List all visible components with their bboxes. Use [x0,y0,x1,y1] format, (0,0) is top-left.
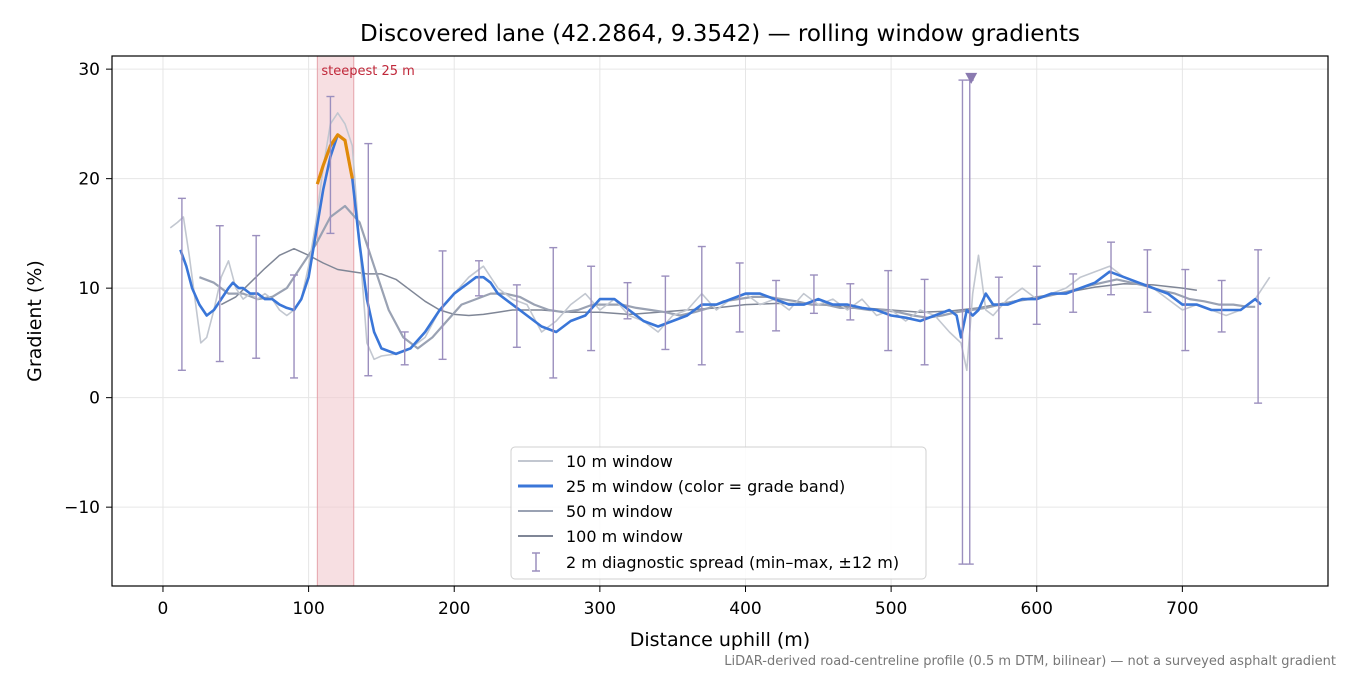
footnote: LiDAR-derived road-centreline profile (0… [724,654,1336,669]
legend-frame [510,446,927,580]
legend-label-100m: 100 m window [566,527,683,546]
spread-bar-7 [438,250,447,361]
spread-bar-25 [1069,273,1078,313]
chart-title: Discovered lane (42.2864, 9.3542) — roll… [360,21,1080,47]
spread-bar-5 [364,142,373,377]
spread-bar-1 [215,225,224,363]
grid-lines [112,56,1328,586]
plot-frame [111,55,1329,587]
y-tick-label-2: 10 [78,279,100,299]
spread-bar-23 [994,276,1003,340]
spread-bar-29 [1217,279,1226,333]
spread-bar-6 [400,331,409,366]
x-tick-label-3: 300 [584,599,616,619]
y-tick-label-0: −10 [64,498,100,518]
legend: 10 m window 25 m window (color = grade b… [510,446,927,580]
steepest-label: steepest 25 m [321,64,414,79]
spread-bar-10 [549,246,558,379]
series-lines [169,112,1271,372]
spread-bar-28 [1181,268,1190,352]
spread-bar-9 [512,284,521,348]
spread-bar-18 [846,283,855,321]
x-axis-label: Distance uphill (m) [630,629,810,651]
spread-bar-26 [1107,241,1116,296]
steep-segment-line [315,133,354,185]
spread-bar-27 [1143,249,1152,313]
spread-bar-0 [177,197,186,371]
spread-bar-12 [623,281,632,320]
legend-label-spread: 2 m diagnostic spread (min–max, ±12 m) [566,553,899,572]
axes: 0 100 200 300 400 500 600 700 −10 0 10 20 30 [64,55,1329,619]
legend-label-25m: 25 m window (color = grade band) [566,477,845,496]
steepest-band-group: steepest 25 m [316,55,415,587]
legend-label-10m: 10 m window [566,452,673,471]
spread-bar-24 [1032,265,1041,325]
spread-bar-16 [772,279,781,332]
spread-bar-4 [326,95,335,235]
spread-bar-2 [252,234,261,359]
clipped-marker-triangle [965,72,978,84]
legend-swatch-spread [532,552,540,572]
y-tick-label-1: 0 [89,389,100,409]
x-tick-label-2: 200 [438,599,470,619]
x-tick-label-6: 600 [1021,599,1053,619]
y-tick-label-4: 30 [78,60,100,80]
y-axis-label: Gradient (%) [24,260,46,382]
spread-bar-11 [587,265,596,352]
x-tick-label-4: 400 [729,599,761,619]
diagnostic-spread-errorbars [177,72,1263,565]
spread-bar-14 [697,245,706,366]
spread-bar-17 [809,274,818,315]
spread-bar-19 [884,269,893,352]
spread-bar-3 [290,274,299,379]
x-tick-label-1: 100 [292,599,324,619]
x-tick-label-0: 0 [158,599,169,619]
y-tick-label-3: 20 [78,170,100,190]
spread-bar-30 [1254,249,1263,404]
spread-bar-8 [474,260,483,297]
spread-bar-20 [920,278,929,366]
spread-bar-13 [661,275,670,351]
x-tick-label-5: 500 [875,599,907,619]
spread-bar-15 [735,262,744,333]
legend-label-50m: 50 m window [566,502,673,521]
x-tick-label-7: 700 [1166,599,1198,619]
spread-bar-21 [958,79,967,565]
